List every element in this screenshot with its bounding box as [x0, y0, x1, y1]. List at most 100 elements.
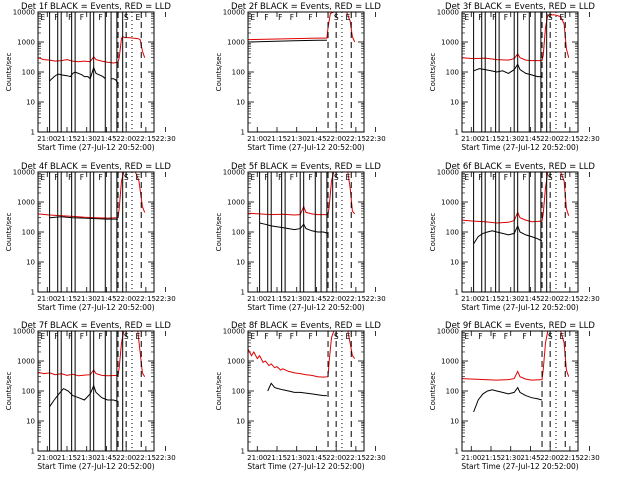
x-tick-label: 22:15	[346, 454, 366, 462]
y-tick-label: 1000	[227, 39, 245, 47]
x-tick-label: 22:30	[366, 135, 386, 143]
flag-letter: F	[478, 332, 482, 341]
flag-letter: E	[40, 13, 45, 22]
y-tick-label: 100	[22, 69, 35, 77]
flag-letter: F	[98, 332, 102, 341]
x-tick-label: 21:00	[461, 295, 481, 303]
y-tick-label: 1000	[227, 358, 245, 366]
flag-letter: F	[504, 13, 508, 22]
x-tick-label: 21:45	[96, 295, 116, 303]
x-tick-label: 21:45	[96, 135, 116, 143]
flag-letter: F	[522, 173, 526, 182]
y-tick-label: 1000	[441, 358, 459, 366]
chart-panel: Det 6f BLACK = Events, RED = LLD Counts/s…	[429, 162, 600, 312]
x-axis-label: Start Time (27-Jul-12 20:52:00)	[247, 143, 364, 152]
x-tick-label: 22:30	[156, 135, 176, 143]
y-tick-label: 10000	[13, 9, 35, 17]
y-tick-label: 100	[22, 229, 35, 237]
y-tick-label: 1000	[441, 39, 459, 47]
x-tick-label: 22:30	[156, 454, 176, 462]
y-tick-label: 10	[26, 259, 35, 267]
y-tick-label: 1	[241, 129, 245, 137]
plot-frame	[247, 171, 365, 293]
x-tick-label: 21:15	[481, 135, 501, 143]
events-series-line	[473, 386, 543, 413]
x-tick-label: 22:15	[136, 454, 156, 462]
flag-letter: F	[308, 332, 312, 341]
y-axis-label: Counts/sec	[215, 53, 223, 92]
x-tick-label: 21:45	[306, 454, 326, 462]
plot-frame	[461, 11, 579, 133]
flag-letter: S	[548, 332, 553, 341]
plot-area	[248, 12, 356, 132]
x-tick-label: 21:30	[501, 295, 521, 303]
x-tick-label: 22:15	[346, 295, 366, 303]
flag-letter: F	[308, 173, 312, 182]
y-tick-label: 1	[31, 448, 35, 456]
x-tick-label: 22:00	[326, 454, 346, 462]
x-axis-label: Start Time (27-Jul-12 20:52:00)	[461, 462, 578, 471]
flag-letter: E	[559, 173, 564, 182]
flag-letter: F	[264, 173, 268, 182]
y-tick-label: 10000	[437, 9, 459, 17]
flag-letter: F	[264, 13, 268, 22]
flag-letter: E	[345, 332, 350, 341]
flag-letter: F	[54, 13, 58, 22]
flag-letter: E	[250, 332, 255, 341]
lld-series-line	[248, 172, 356, 216]
chart-title: Det 2f BLACK = Events, RED = LLD	[231, 2, 381, 12]
y-axis-label: Counts/sec	[215, 372, 223, 411]
plot-area	[248, 172, 356, 292]
x-tick-label: 22:15	[136, 295, 156, 303]
chart-title: Det 5f BLACK = Events, RED = LLD	[231, 162, 381, 172]
x-tick-label: 21:00	[247, 295, 267, 303]
events-series-line	[473, 63, 542, 78]
flag-letter: F	[290, 332, 294, 341]
x-axis-label: Start Time (27-Jul-12 20:52:00)	[461, 143, 578, 152]
x-tick-label: 21:30	[77, 135, 97, 143]
y-tick-label: 10000	[223, 169, 245, 177]
x-tick-label: 21:15	[57, 454, 77, 462]
x-tick-label: 22:00	[326, 295, 346, 303]
flag-letter: E	[464, 173, 469, 182]
flag-letter: F	[68, 173, 72, 182]
flag-letter: F	[278, 13, 282, 22]
flag-letter: E	[250, 13, 255, 22]
y-axis-label: Counts/sec	[5, 53, 13, 92]
flag-letter: F	[522, 332, 526, 341]
y-axis-label: Counts/sec	[215, 213, 223, 252]
x-tick-label: 21:45	[520, 454, 540, 462]
x-tick-label: 21:15	[57, 135, 77, 143]
y-tick-label: 1	[455, 129, 459, 137]
y-tick-label: 1	[455, 448, 459, 456]
flag-letter: F	[68, 13, 72, 22]
x-tick-label: 22:30	[366, 454, 386, 462]
flag-letter: F	[478, 13, 482, 22]
flag-letter: F	[278, 173, 282, 182]
flag-letter: F	[264, 332, 268, 341]
flag-letter: F	[80, 332, 84, 341]
x-tick-label: 21:00	[247, 454, 267, 462]
lld-series-line	[38, 331, 146, 377]
flag-letter: E	[345, 173, 350, 182]
y-tick-label: 10	[236, 418, 245, 426]
x-tick-label: 22:15	[560, 454, 580, 462]
plot-frame	[37, 11, 155, 133]
lld-series-line	[248, 12, 356, 43]
plot-area	[38, 172, 146, 292]
y-axis-label: Counts/sec	[429, 372, 437, 411]
plot-frame	[461, 171, 579, 293]
y-axis-label: Counts/sec	[5, 372, 13, 411]
x-tick-label: 21:15	[481, 454, 501, 462]
x-tick-label: 21:15	[267, 135, 287, 143]
chart-title: Det 4f BLACK = Events, RED = LLD	[21, 162, 171, 172]
x-axis-label: Start Time (27-Jul-12 20:52:00)	[461, 303, 578, 312]
flag-letter: F	[492, 332, 496, 341]
chart-panel: Det 8f BLACK = Events, RED = LLD Counts/s…	[215, 321, 386, 471]
chart-panel: Det 9f BLACK = Events, RED = LLD Counts/s…	[429, 321, 600, 471]
x-tick-label: 22:00	[326, 135, 346, 143]
x-tick-label: 22:15	[560, 295, 580, 303]
x-tick-label: 22:00	[116, 135, 136, 143]
flag-letter: E	[135, 332, 140, 341]
x-axis-label: Start Time (27-Jul-12 20:52:00)	[37, 303, 154, 312]
